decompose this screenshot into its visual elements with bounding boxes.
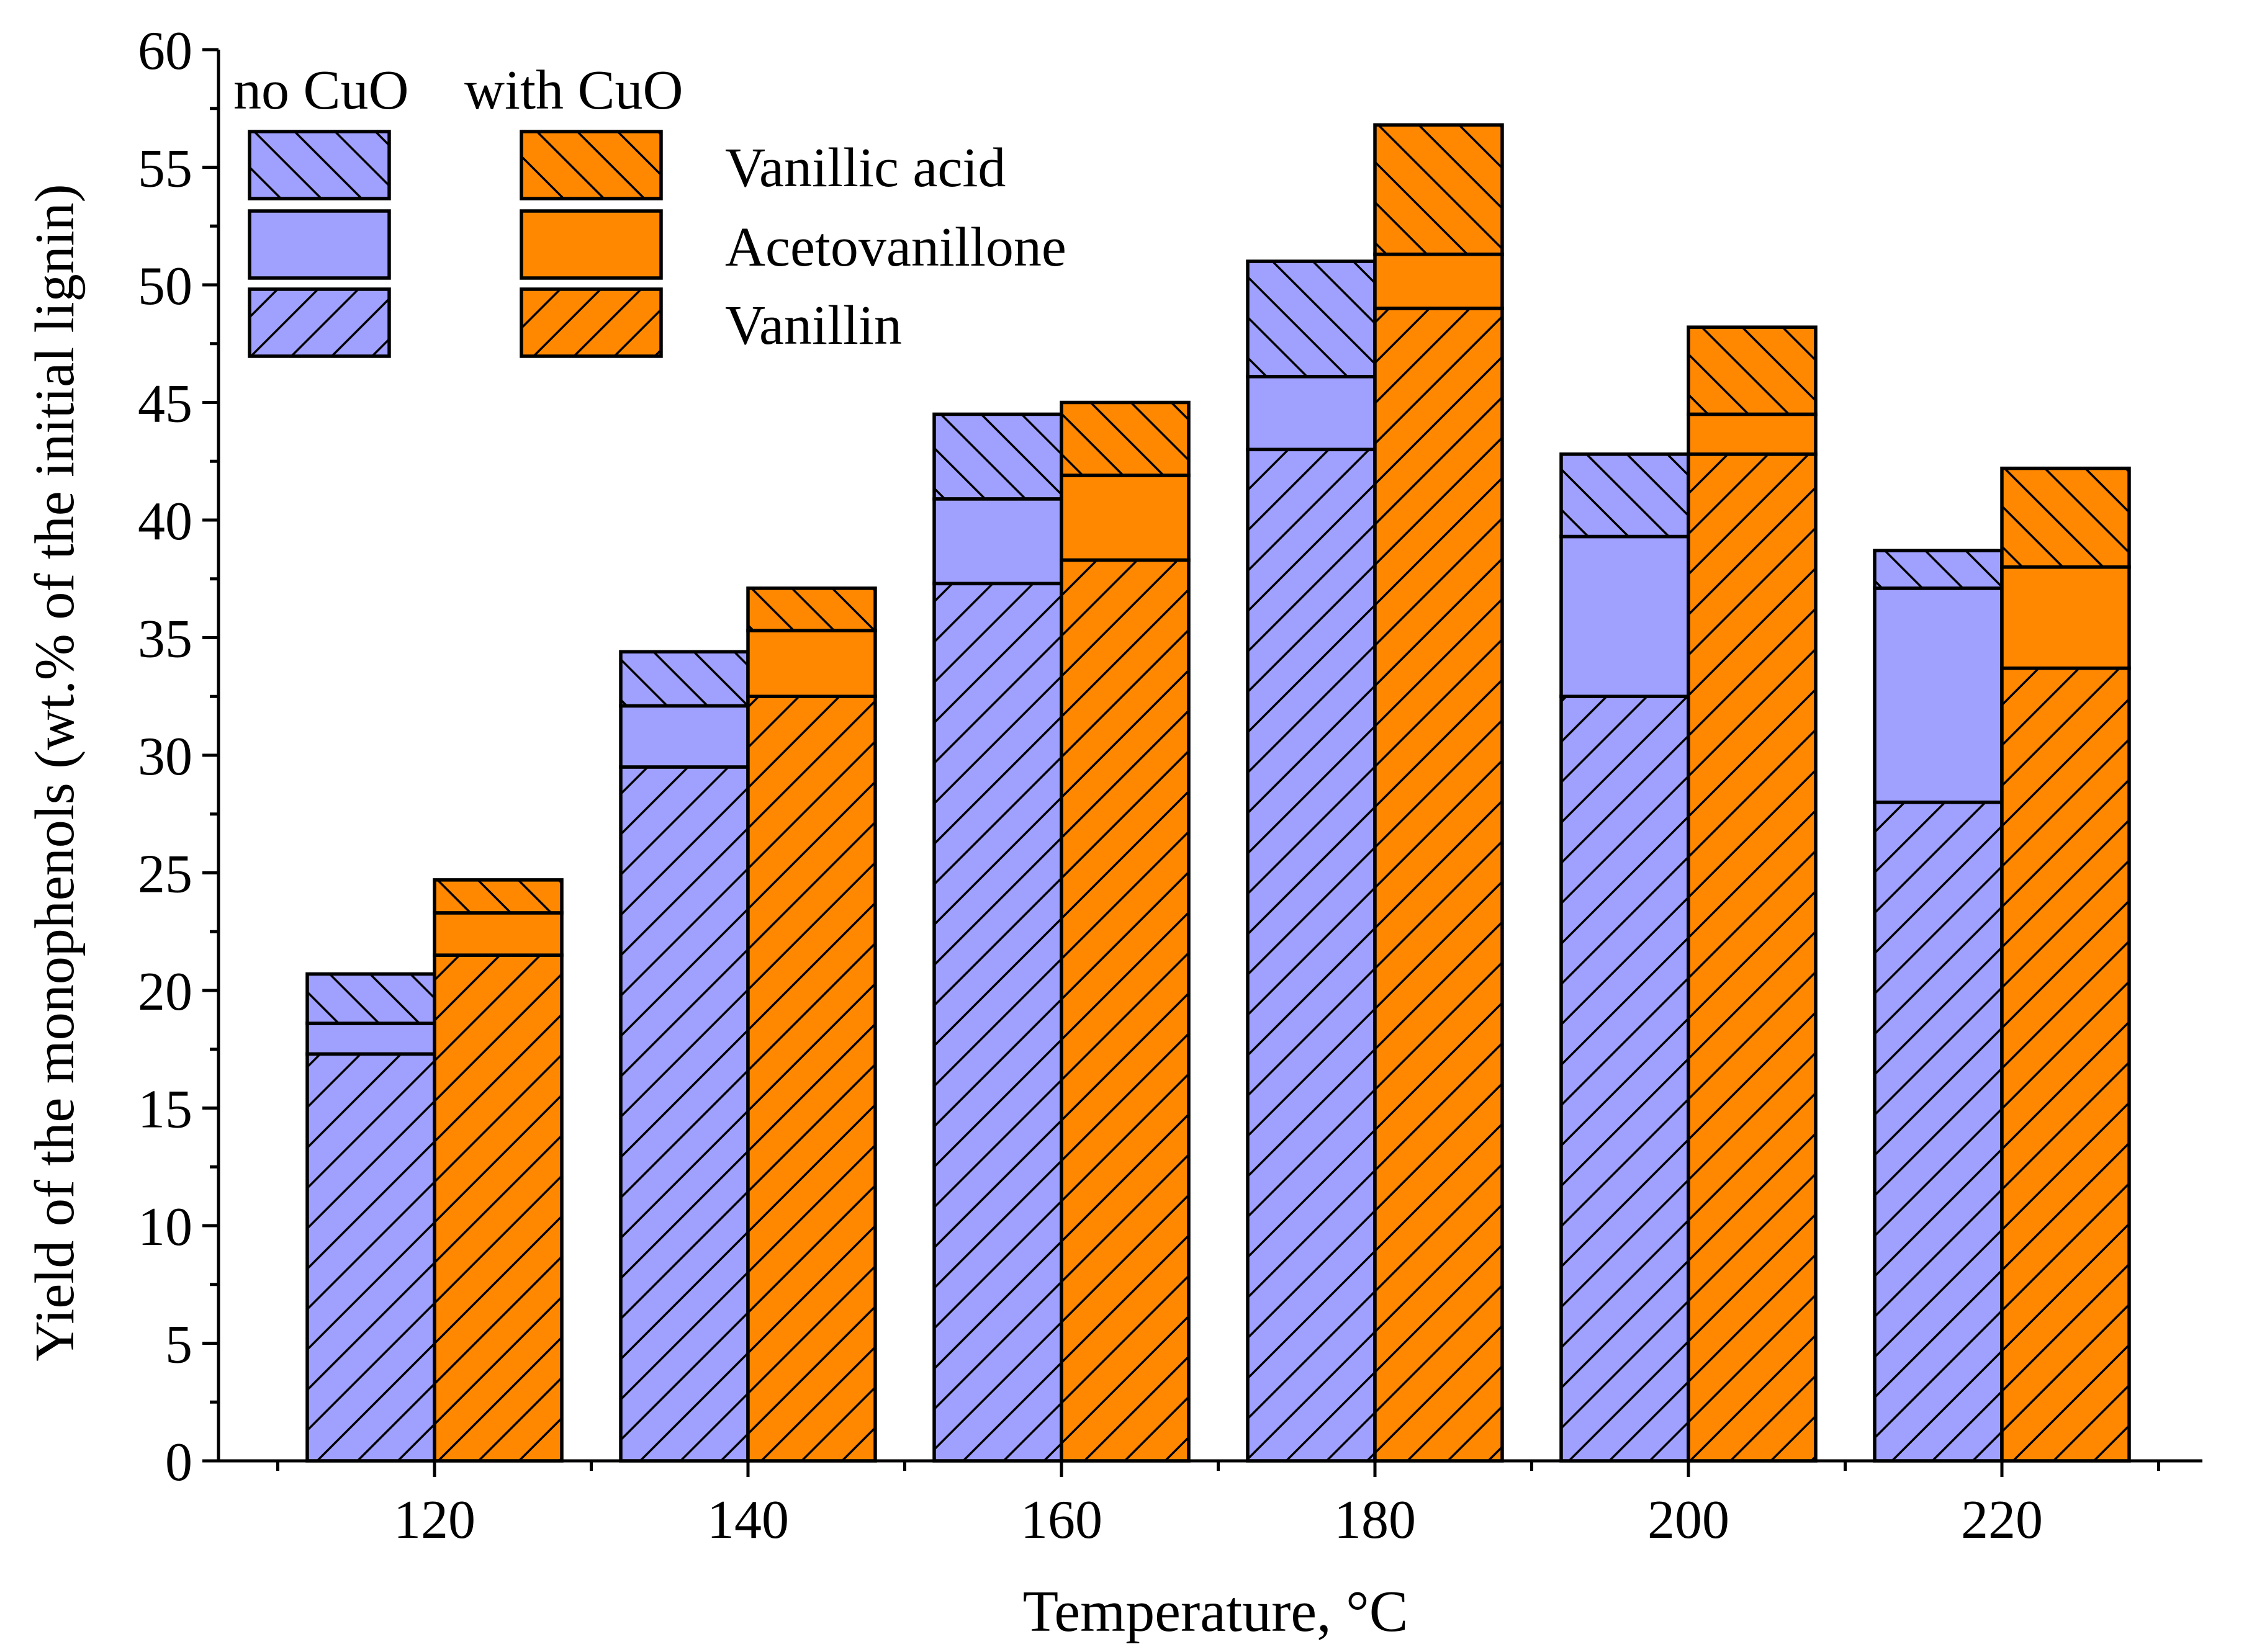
x-tick-label-220: 220 [1961,1490,2043,1550]
y-tick-label-5: 5 [165,1315,192,1375]
bar-with-cuo-120-acetovanillone [433,911,564,957]
bar-no-cuo-200-acetovanillone [1559,534,1690,699]
bar-layer [305,123,2131,1463]
y-tick-label-20: 20 [138,962,192,1022]
legend: no CuO with CuO Vanillic acid Acetovanil… [233,60,1066,358]
legend-label-vanillic-acid: Vanillic acid [725,137,1006,199]
bar-no-cuo-180-vanillin [1246,447,1377,1463]
x-tick-label-180: 180 [1334,1490,1416,1550]
legend-label-vanillin: Vanillin [725,295,902,356]
bar-with-cuo-120-vanillic-acid [433,878,564,915]
x-tick-labels: 120 140 160 180 200 220 [394,1490,2043,1550]
legend-header-with-cuo: with CuO [464,60,683,121]
bar-with-cuo-140-acetovanillone [746,629,877,699]
bar-no-cuo-140-vanillin [619,765,750,1463]
bar-no-cuo-120-vanillic-acid [305,972,436,1025]
y-tick-labels: 0 5 10 15 20 25 30 35 40 45 50 55 60 [138,21,192,1493]
bar-with-cuo-220-vanillin [2000,667,2131,1463]
x-axis-label: Temperature, °C [1023,1579,1408,1644]
bar-with-cuo-140-vanillic-acid [746,586,877,632]
legend-label-acetovanillone: Acetovanillone [725,217,1066,278]
bar-with-cuo-200-vanillin [1687,452,1818,1463]
legend-swatch-no-cuo-acetovanillone [248,209,391,280]
y-tick-label-25: 25 [138,845,192,905]
bar-no-cuo-140-acetovanillone [619,704,750,769]
bar-no-cuo-180-acetovanillone [1246,375,1377,452]
bar-no-cuo-220-vanillin [1873,801,2004,1463]
legend-swatch-no-cuo-vanillin [248,287,391,358]
bar-with-cuo-140-vanillin [746,694,877,1463]
bar-no-cuo-160-acetovanillone [932,497,1063,586]
legend-header-no-cuo: no CuO [233,60,409,121]
legend-swatch-with-cuo-vanillic-acid [520,130,663,200]
y-tick-label-10: 10 [138,1197,192,1257]
bar-with-cuo-220-acetovanillone [2000,565,2131,670]
bar-with-cuo-180-acetovanillone [1373,252,1504,310]
bar-with-cuo-180-vanillic-acid [1373,123,1504,256]
y-tick-label-45: 45 [138,374,192,434]
bar-with-cuo-120-vanillin [433,953,564,1463]
x-tick-label-120: 120 [394,1490,475,1550]
y-tick-label-15: 15 [138,1080,192,1140]
legend-swatch-with-cuo-acetovanillone [520,209,663,280]
bar-with-cuo-160-vanillic-acid [1060,400,1191,477]
bar-no-cuo-220-vanillic-acid [1873,549,2004,590]
bar-no-cuo-120-acetovanillone [305,1021,436,1056]
bar-no-cuo-220-acetovanillone [1873,586,2004,804]
bar-with-cuo-200-acetovanillone [1687,412,1818,456]
bar-no-cuo-200-vanillin [1559,694,1690,1463]
y-tick-label-0: 0 [165,1432,192,1493]
bar-no-cuo-120-vanillin [305,1052,436,1463]
y-tick-label-35: 35 [138,609,192,670]
bar-no-cuo-160-vanillin [932,581,1063,1463]
y-tick-label-55: 55 [138,139,192,199]
y-tick-label-30: 30 [138,727,192,787]
legend-swatch-no-cuo-vanillic-acid [248,130,391,200]
bar-with-cuo-200-vanillic-acid [1687,325,1818,416]
bar-no-cuo-140-vanillic-acid [619,650,750,708]
bar-with-cuo-180-vanillin [1373,307,1504,1463]
y-tick-label-60: 60 [138,21,192,81]
legend-swatch-with-cuo-vanillin [520,287,663,358]
bar-no-cuo-180-vanillic-acid [1246,259,1377,379]
y-tick-label-40: 40 [138,492,192,552]
bar-no-cuo-200-vanillic-acid [1559,452,1690,539]
legend-swatches [248,130,663,358]
y-axis-label: Yield of the monophenols (wt.% of the in… [24,184,86,1361]
bar-with-cuo-160-vanillin [1060,558,1191,1463]
bar-with-cuo-220-vanillic-acid [2000,466,2131,569]
axes [202,48,2202,1477]
bar-no-cuo-160-vanillic-acid [932,412,1063,501]
x-tick-label-140: 140 [707,1490,789,1550]
x-tick-label-160: 160 [1021,1490,1102,1550]
y-tick-label-50: 50 [138,256,192,316]
x-tick-label-200: 200 [1647,1490,1729,1550]
bar-with-cuo-160-acetovanillone [1060,474,1191,562]
